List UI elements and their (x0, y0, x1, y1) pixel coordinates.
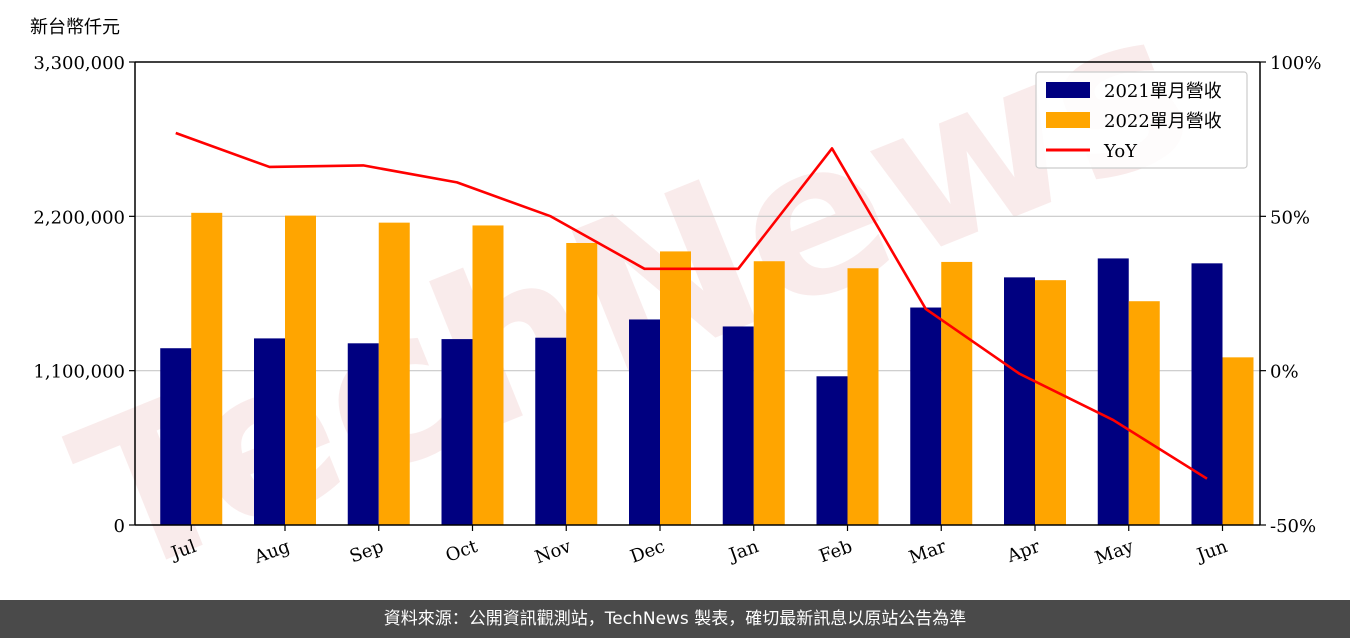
grid-lines (135, 215, 1260, 372)
right-tick-label: 50% (1270, 207, 1310, 228)
right-tick-label: 0% (1270, 362, 1299, 383)
left-tick-label: 3,300,000 (33, 53, 125, 74)
x-tick-label: Nov (532, 536, 575, 569)
legend-label: 2022單月營收 (1104, 111, 1222, 132)
bar-2022 (472, 225, 504, 525)
right-tick-label: -50% (1270, 516, 1316, 537)
bar-2022 (1222, 357, 1254, 525)
left-tick-label: 0 (114, 516, 125, 537)
bar-2021 (1004, 277, 1035, 525)
legend-label: 2021單月營收 (1104, 81, 1222, 102)
bar-2022 (847, 268, 879, 525)
bar-2022 (378, 222, 410, 525)
bar-2022 (191, 212, 223, 526)
x-tick-label: May (1092, 536, 1137, 569)
bar-2021 (816, 376, 848, 525)
bar-2022 (285, 215, 316, 525)
bar-2021 (441, 339, 473, 525)
x-tick-label: Jun (1193, 536, 1231, 567)
legend-swatch (1046, 82, 1090, 98)
yoy-line (175, 131, 1208, 480)
bar-2021 (347, 343, 379, 525)
bar-2021 (1097, 258, 1129, 525)
bar-2021 (910, 307, 942, 525)
bar-2022 (1128, 301, 1160, 525)
bar-2021 (722, 326, 754, 525)
bar-2022 (753, 261, 785, 525)
bar-2022 (566, 242, 598, 525)
right-tick-label: 100% (1270, 53, 1321, 74)
bar-2021 (629, 319, 660, 525)
x-tick-label: Sep (347, 536, 387, 568)
x-tick-label: Mar (906, 536, 949, 569)
source-footer: 資料來源：公開資訊觀測站，TechNews 製表，確切最新訊息以原站公告為準 (0, 600, 1350, 638)
x-tick-label: Oct (443, 536, 481, 567)
bar-2022 (941, 261, 973, 525)
left-tick-label: 1,100,000 (33, 362, 125, 383)
x-tick-label: Jan (725, 536, 762, 567)
bar-2022 (660, 251, 691, 525)
legend-swatch (1046, 112, 1090, 128)
y-unit-label: 新台幣仟元 (30, 17, 120, 38)
yoy-line-group (175, 131, 1208, 480)
x-tick-label: Feb (816, 536, 855, 567)
revenue-chart: 新台幣仟元 TechNews 01,100,0002,200,0003,300,… (30, 0, 1321, 600)
bar-2021 (535, 337, 567, 525)
bar-2021 (160, 348, 192, 525)
legend: 2021單月營收 2022單月營收 YoY (1035, 71, 1248, 169)
bar-2021 (254, 338, 285, 525)
left-tick-label: 2,200,000 (33, 207, 125, 228)
bar-2021 (1191, 263, 1223, 525)
bars (160, 212, 1254, 526)
x-tick-label: Apr (1003, 536, 1043, 568)
legend-label: YoY (1103, 141, 1138, 162)
bar-2022 (1035, 280, 1066, 525)
x-tick-label: Dec (627, 536, 667, 568)
